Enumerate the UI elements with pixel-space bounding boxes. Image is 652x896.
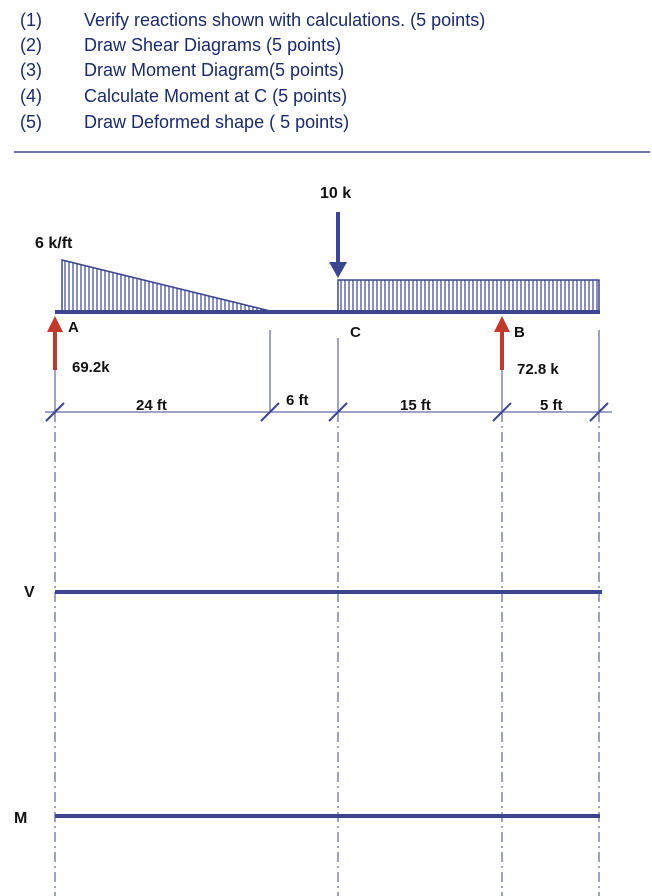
dimension-label: 24 ft xyxy=(136,397,167,414)
moment-label: M xyxy=(14,810,27,827)
dimension-label: 6 ft xyxy=(286,392,309,409)
triangular-load-hatch xyxy=(64,260,266,311)
task-text: Draw Moment Diagram(5 points) xyxy=(84,60,345,80)
task-number: (3) xyxy=(20,60,42,80)
dimension-ticks xyxy=(45,402,609,422)
task-number: (5) xyxy=(20,112,42,132)
support-a-label: A xyxy=(68,319,79,336)
shear-label: V xyxy=(24,584,35,601)
point-load-arrowhead xyxy=(329,262,347,278)
task-text: Draw Deformed shape ( 5 points) xyxy=(84,112,350,132)
distributed-load-label: 6 k/ft xyxy=(35,235,73,252)
dimension-label: 15 ft xyxy=(400,397,431,414)
reaction-a-value: 69.2k xyxy=(72,359,110,376)
dimension-label: 5 ft xyxy=(540,397,563,414)
reaction-b-arrowhead xyxy=(494,316,510,332)
task-text: Calculate Moment at C (5 points) xyxy=(84,86,348,106)
task-number: (1) xyxy=(20,10,42,30)
point-load-label: 10 k xyxy=(320,185,351,202)
reaction-b-value: 72.8 k xyxy=(517,361,559,378)
uniform-load-hatch xyxy=(340,280,598,311)
task-text: Draw Shear Diagrams (5 points) xyxy=(84,35,342,55)
task-number: (2) xyxy=(20,35,42,55)
reaction-a-arrowhead xyxy=(47,316,63,332)
task-text: Verify reactions shown with calculations… xyxy=(84,10,486,30)
support-b-label: B xyxy=(514,324,525,341)
drop-lines xyxy=(54,330,600,412)
dimension-tick xyxy=(589,402,609,422)
point-c-label: C xyxy=(350,324,361,341)
dimension-tick xyxy=(492,402,512,422)
task-number: (4) xyxy=(20,86,42,106)
reference-lines xyxy=(54,412,600,896)
dimension-tick xyxy=(45,402,65,422)
dimension-tick xyxy=(260,402,280,422)
dimension-tick xyxy=(328,402,348,422)
